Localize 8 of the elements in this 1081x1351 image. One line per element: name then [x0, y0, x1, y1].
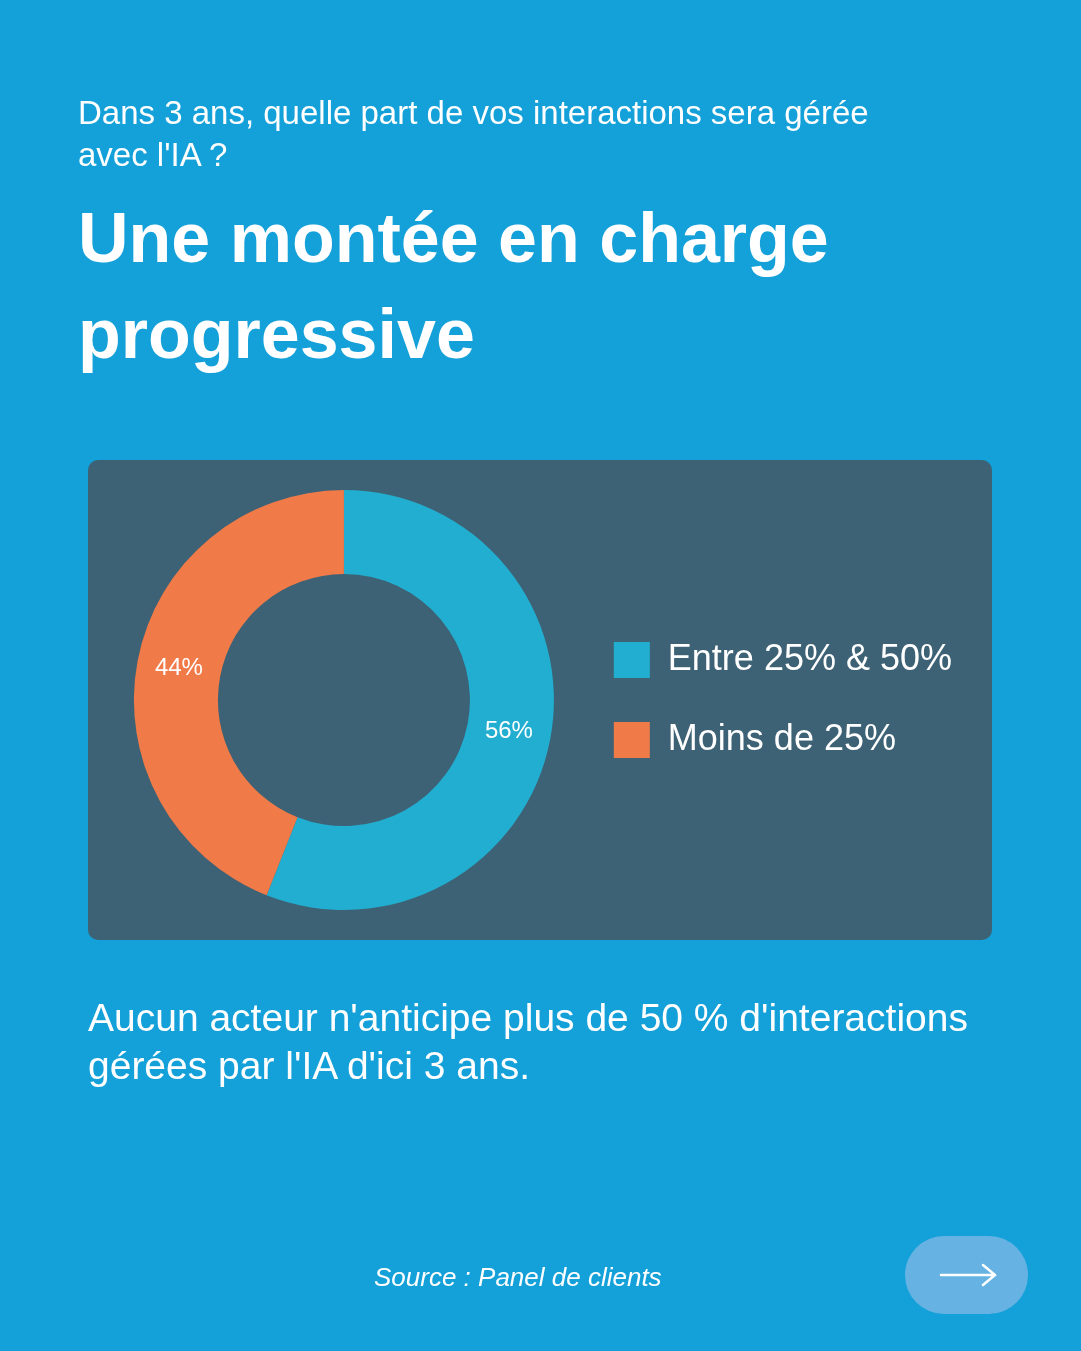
- chart-subtitle: Dans 3 ans, quelle part de vos interactions sera gérée avec l'IA ?: [78, 93, 870, 175]
- text: Aucun acteur n'anticipe plus de 50 % d'interactions gérées par l'IA d'ici 3 ans.: [88, 995, 968, 1089]
- data-label: 44%: [154, 653, 203, 681]
- source-note: Source : Panel de clients: [374, 1262, 662, 1293]
- legend-label: Moins de 25%: [667, 716, 896, 758]
- chart-title: Une montée en charge progressive: [78, 198, 830, 375]
- legend-label: Entre 25% & 50%: [667, 636, 952, 678]
- data-label: 56%: [484, 716, 533, 744]
